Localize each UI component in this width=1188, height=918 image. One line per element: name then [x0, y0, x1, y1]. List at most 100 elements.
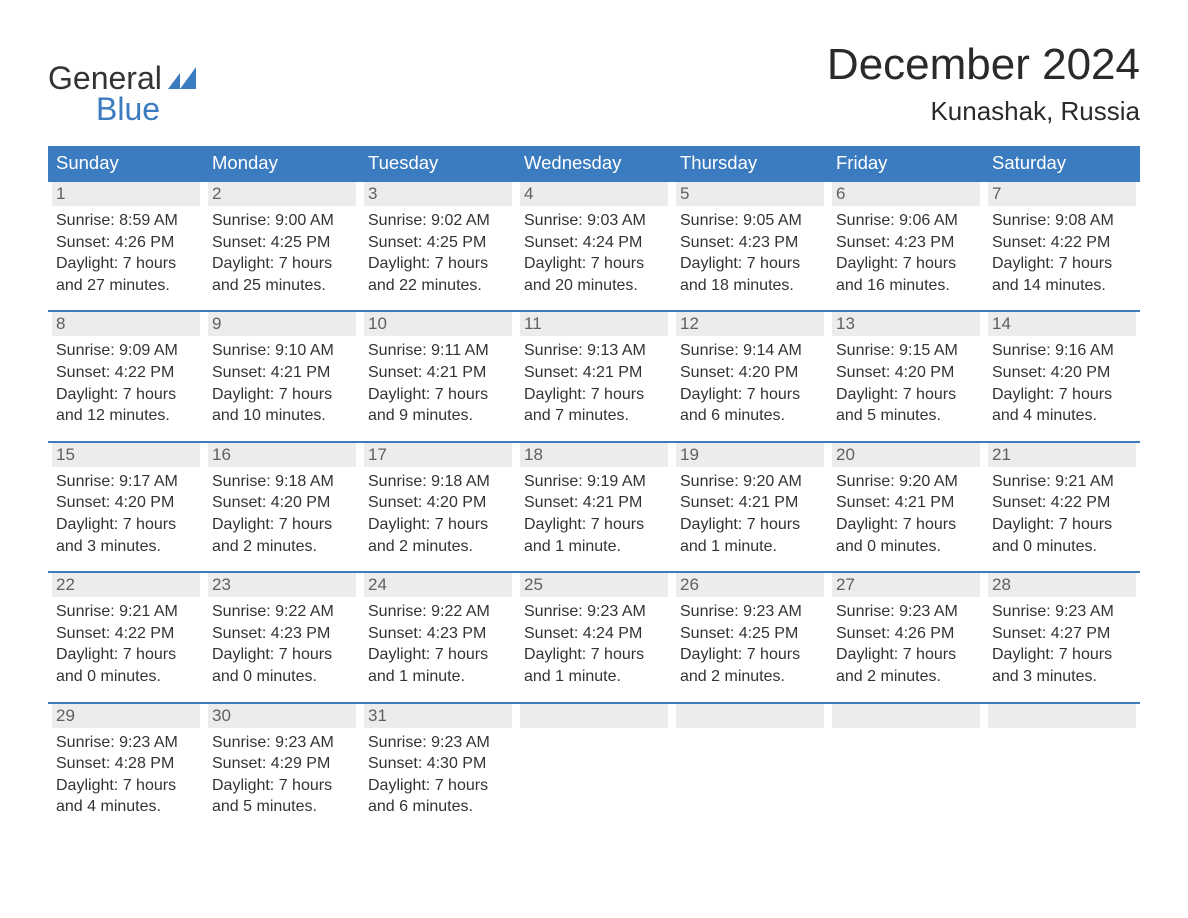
sunset-line: Sunset: 4:21 PM [836, 492, 976, 514]
daylight-line-2: and 2 minutes. [680, 666, 820, 688]
sunrise-line: Sunrise: 9:13 AM [524, 340, 664, 362]
day-number-row: 24 [364, 573, 512, 597]
day-number: 23 [212, 575, 231, 594]
calendar-day-cell: 7Sunrise: 9:08 AMSunset: 4:22 PMDaylight… [984, 182, 1140, 296]
day-number-row: 27 [832, 573, 980, 597]
sunset-line: Sunset: 4:21 PM [680, 492, 820, 514]
daylight-line-2: and 0 minutes. [56, 666, 196, 688]
calendar-day-cell: 26 Sunrise: 9:23 AMSunset: 4:25 PMDayligh… [672, 573, 828, 687]
day-number: 18 [524, 445, 543, 464]
day-number: 2 [212, 184, 221, 203]
day-body: Sunrise: 9:21 AMSunset: 4:22 PMDaylight:… [52, 597, 200, 687]
location-label: Kunashak, Russia [827, 96, 1140, 127]
sunset-line: Sunset: 4:26 PM [836, 623, 976, 645]
day-number: 20 [836, 445, 855, 464]
daylight-line-2: and 12 minutes. [56, 405, 196, 427]
day-number: 27 [836, 575, 855, 594]
daylight-line-1: Daylight: 7 hours [992, 514, 1132, 536]
daylight-line-1: Daylight: 7 hours [368, 384, 508, 406]
day-body: Sunrise: 9:03 AMSunset: 4:24 PMDaylight:… [520, 206, 668, 296]
daylight-line-1: Daylight: 7 hours [56, 384, 196, 406]
daylight-line-2: and 16 minutes. [836, 275, 976, 297]
calendar-day-cell: 6Sunrise: 9:06 AMSunset: 4:23 PMDaylight… [828, 182, 984, 296]
day-number: 29 [56, 706, 75, 725]
daylight-line-2: and 7 minutes. [524, 405, 664, 427]
weekday-header-cell: Saturday [984, 146, 1140, 180]
day-number [992, 706, 997, 725]
day-body: Sunrise: 9:06 AMSunset: 4:23 PMDaylight:… [832, 206, 980, 296]
day-number: 3 [368, 184, 377, 203]
sunrise-line: Sunrise: 9:23 AM [836, 601, 976, 623]
sunset-line: Sunset: 4:20 PM [836, 362, 976, 384]
calendar-day-cell: 21 Sunrise: 9:21 AMSunset: 4:22 PMDayligh… [984, 443, 1140, 557]
sunrise-line: Sunrise: 9:23 AM [680, 601, 820, 623]
sunrise-line: Sunrise: 9:14 AM [680, 340, 820, 362]
daylight-line-1: Daylight: 7 hours [524, 514, 664, 536]
day-number: 28 [992, 575, 1011, 594]
daylight-line-1: Daylight: 7 hours [56, 253, 196, 275]
day-number: 25 [524, 575, 543, 594]
daylight-line-2: and 4 minutes. [56, 796, 196, 818]
calendar-day-cell: 14Sunrise: 9:16 AMSunset: 4:20 PMDayligh… [984, 312, 1140, 426]
day-number-row: 29 [52, 704, 200, 728]
day-number-row: 18 [520, 443, 668, 467]
weekday-header-cell: Monday [204, 146, 360, 180]
day-number-row: 19 [676, 443, 824, 467]
daylight-line-1: Daylight: 7 hours [56, 514, 196, 536]
daylight-line-1: Daylight: 7 hours [680, 644, 820, 666]
calendar-week-row: 8Sunrise: 9:09 AMSunset: 4:22 PMDaylight… [48, 310, 1140, 426]
day-number: 10 [368, 314, 387, 333]
sunset-line: Sunset: 4:25 PM [212, 232, 352, 254]
day-body: Sunrise: 9:20 AMSunset: 4:21 PMDaylight:… [676, 467, 824, 557]
day-number-row: 21 [988, 443, 1136, 467]
calendar-day-cell: 15Sunrise: 9:17 AMSunset: 4:20 PMDayligh… [48, 443, 204, 557]
day-number-row: 16 [208, 443, 356, 467]
day-body: Sunrise: 9:23 AMSunset: 4:29 PMDaylight:… [208, 728, 356, 818]
daylight-line-2: and 27 minutes. [56, 275, 196, 297]
day-body: Sunrise: 9:23 AMSunset: 4:25 PMDaylight:… [676, 597, 824, 687]
daylight-line-1: Daylight: 7 hours [56, 775, 196, 797]
day-number-row: 17 [364, 443, 512, 467]
daylight-line-2: and 6 minutes. [680, 405, 820, 427]
sunset-line: Sunset: 4:23 PM [212, 623, 352, 645]
day-number-row [832, 704, 980, 728]
sunrise-line: Sunrise: 9:00 AM [212, 210, 352, 232]
weekday-header-cell: Wednesday [516, 146, 672, 180]
calendar-day-cell [828, 704, 984, 818]
sunset-line: Sunset: 4:22 PM [992, 492, 1132, 514]
calendar-day-cell: 16Sunrise: 9:18 AMSunset: 4:20 PMDayligh… [204, 443, 360, 557]
day-number: 15 [56, 445, 75, 464]
day-body: Sunrise: 9:19 AMSunset: 4:21 PMDaylight:… [520, 467, 668, 557]
sunrise-line: Sunrise: 9:21 AM [992, 471, 1132, 493]
daylight-line-2: and 10 minutes. [212, 405, 352, 427]
logo-text-blue: Blue [96, 91, 204, 128]
sunrise-line: Sunrise: 9:23 AM [992, 601, 1132, 623]
logo-flag-icon [168, 65, 204, 89]
day-body: Sunrise: 9:16 AMSunset: 4:20 PMDaylight:… [988, 336, 1136, 426]
daylight-line-1: Daylight: 7 hours [212, 644, 352, 666]
daylight-line-2: and 2 minutes. [836, 666, 976, 688]
daylight-line-2: and 1 minute. [524, 536, 664, 558]
weekday-header-cell: Sunday [48, 146, 204, 180]
day-number-row: 3 [364, 182, 512, 206]
daylight-line-2: and 1 minute. [368, 666, 508, 688]
calendar-week-row: 1Sunrise: 8:59 AMSunset: 4:26 PMDaylight… [48, 180, 1140, 296]
day-number-row: 2 [208, 182, 356, 206]
calendar-day-cell: 19Sunrise: 9:20 AMSunset: 4:21 PMDayligh… [672, 443, 828, 557]
daylight-line-2: and 3 minutes. [56, 536, 196, 558]
day-number-row [676, 704, 824, 728]
day-number-row: 10 [364, 312, 512, 336]
daylight-line-2: and 5 minutes. [212, 796, 352, 818]
daylight-line-2: and 18 minutes. [680, 275, 820, 297]
sunset-line: Sunset: 4:22 PM [56, 362, 196, 384]
day-body: Sunrise: 9:22 AMSunset: 4:23 PMDaylight:… [364, 597, 512, 687]
calendar-day-cell: 23Sunrise: 9:22 AMSunset: 4:23 PMDayligh… [204, 573, 360, 687]
calendar-week-row: 29Sunrise: 9:23 AMSunset: 4:28 PMDayligh… [48, 702, 1140, 818]
day-number: 26 [680, 575, 699, 594]
daylight-line-1: Daylight: 7 hours [368, 644, 508, 666]
daylight-line-2: and 0 minutes. [992, 536, 1132, 558]
sunrise-line: Sunrise: 9:21 AM [56, 601, 196, 623]
sunset-line: Sunset: 4:22 PM [56, 623, 196, 645]
daylight-line-1: Daylight: 7 hours [56, 644, 196, 666]
day-number: 13 [836, 314, 855, 333]
